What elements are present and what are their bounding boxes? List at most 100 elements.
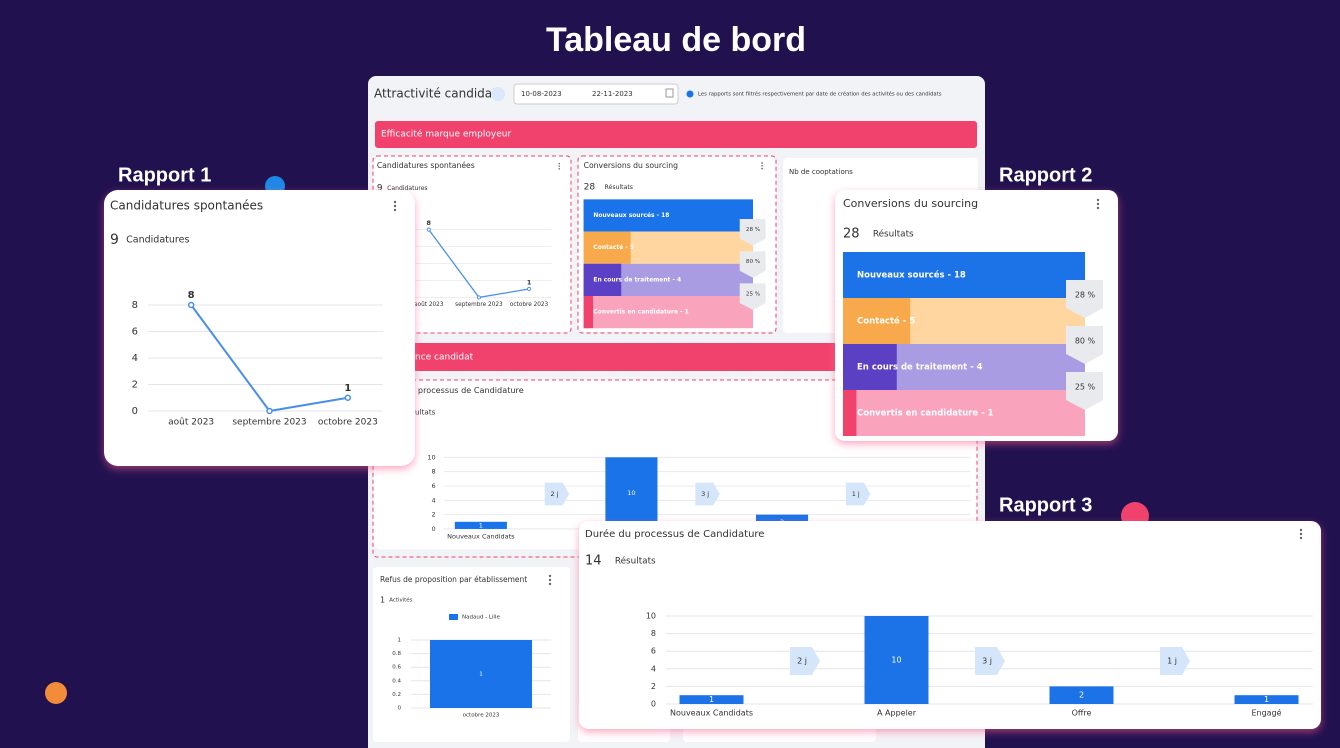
- card-bg: [104, 190, 415, 466]
- menu-dot: [761, 167, 763, 170]
- result-unit: Activités: [389, 597, 412, 604]
- report-card: Conversions du sourcing 28 Résultats Nouvea…: [578, 156, 777, 332]
- x-tick-label: Engagé: [1251, 708, 1281, 718]
- y-tick-label: 0.6: [392, 665, 401, 671]
- duration-label: 1 j: [1167, 657, 1177, 666]
- y-tick-label: 6: [651, 647, 656, 656]
- x-tick-label: septembre 2023: [455, 302, 503, 308]
- result-unit: Résultats: [402, 408, 435, 417]
- point: [526, 286, 532, 292]
- bar: [454, 521, 507, 529]
- bar: [605, 457, 658, 529]
- people-icon: [491, 87, 505, 101]
- report-card: Candidatures spontanées9Candidatures0246…: [373, 156, 573, 333]
- funnel-bar: [583, 263, 622, 296]
- y-tick-label: 0: [132, 406, 138, 417]
- card-title: Candidatures spontanées: [377, 161, 475, 170]
- bar: [864, 616, 929, 704]
- funnel-band: [843, 390, 1085, 436]
- menu-dot: [1299, 532, 1303, 536]
- point: [344, 394, 352, 401]
- x-tick-label: octobre 2023: [510, 302, 549, 308]
- x-tick-label: octobre 2023: [463, 713, 500, 719]
- y-tick-label: 8: [132, 300, 138, 311]
- result-count: 1: [380, 596, 385, 605]
- menu-dot: [548, 578, 552, 582]
- result-count: 9: [377, 184, 383, 194]
- result-unit: Résultats: [615, 556, 656, 567]
- y-tick-label: 0.2: [392, 692, 401, 698]
- x-tick-label: août 2023: [414, 301, 444, 308]
- report-card: Conversions du sourcing 28 Résultats Nouvea…: [835, 190, 1118, 441]
- y-tick-label: 4: [651, 664, 656, 673]
- menu-dot: [761, 164, 763, 167]
- menu-dot: [558, 165, 561, 168]
- section-band: [375, 343, 977, 371]
- point: [476, 295, 482, 300]
- duration-label: 1 j: [852, 490, 860, 498]
- result-count: 14: [585, 554, 602, 569]
- date-range[interactable]: [513, 83, 679, 105]
- data-label: 10: [627, 489, 635, 497]
- menu-dot: [558, 168, 561, 170]
- rate-badge: [1066, 326, 1103, 364]
- result-count: 28: [584, 182, 596, 192]
- card-title: Candidatures spontanées: [110, 199, 263, 213]
- funnel-bar: [843, 252, 1085, 298]
- duration-badge: [695, 482, 720, 506]
- section-band: [375, 121, 977, 148]
- section-title: Efficacité marque employeur: [381, 129, 511, 140]
- y-tick-label: 8: [432, 468, 436, 476]
- x-tick-label: Offre: [1072, 709, 1092, 718]
- funnel-label: En cours de traitement - 4: [593, 276, 681, 283]
- y-tick-label: 8: [651, 629, 656, 638]
- y-tick-label: 10: [427, 453, 435, 461]
- menu-dot: [393, 208, 397, 212]
- menu-dot: [1299, 536, 1303, 540]
- section-title: Expérience candidat: [381, 352, 474, 363]
- menu-dot: [761, 162, 763, 164]
- x-tick-label: septembre 2023: [232, 418, 306, 428]
- funnel-bar: [583, 231, 631, 264]
- data-label: 1: [1264, 695, 1269, 704]
- bar: [1049, 686, 1114, 704]
- y-tick-label: 0.8: [392, 651, 401, 657]
- data-label: 1: [344, 383, 351, 394]
- duration-label: 2 j: [551, 490, 559, 498]
- bar: [679, 695, 744, 704]
- menu-dot: [393, 204, 397, 208]
- x-tick-label: octobre 2023: [318, 418, 378, 428]
- rate-badge: [1066, 372, 1103, 410]
- card-title: Durée du processus de Candidature: [378, 385, 524, 395]
- decor-dot: [45, 682, 67, 704]
- y-tick-label: 2: [132, 380, 138, 391]
- funnel-label: Contacté - 5: [593, 244, 634, 251]
- data-label: 1: [479, 672, 483, 678]
- menu-dot: [558, 162, 561, 165]
- result-unit: Résultats: [605, 183, 634, 191]
- data-label: 8: [188, 290, 195, 301]
- funnel-label: Nouveaux sourcés - 18: [857, 270, 966, 281]
- rate-label: 80 %: [1075, 337, 1096, 346]
- funnel-band: [583, 296, 753, 329]
- y-tick-label: 2: [432, 511, 436, 519]
- callout: Rapport 3: [999, 494, 1092, 516]
- card-title: Nb de cooptations: [789, 168, 853, 176]
- x-tick-label: Nouveaux Candidats: [670, 709, 753, 718]
- y-tick-label: 6: [432, 482, 436, 490]
- info-icon: [686, 90, 694, 98]
- funnel-label: Convertis en candidature - 1: [593, 309, 688, 316]
- menu-dot: [548, 582, 552, 586]
- y-tick-label: 4: [132, 353, 138, 364]
- page-title: Tableau de bord: [546, 21, 806, 59]
- data-label: 10: [891, 656, 901, 665]
- funnel-label: Nouveaux sourcés - 18: [593, 212, 669, 219]
- callout: Rapport 2: [999, 164, 1092, 186]
- point: [187, 301, 195, 309]
- bar: [1234, 695, 1299, 704]
- result-unit: Candidatures: [126, 235, 189, 246]
- rate-label: 80 %: [746, 259, 760, 265]
